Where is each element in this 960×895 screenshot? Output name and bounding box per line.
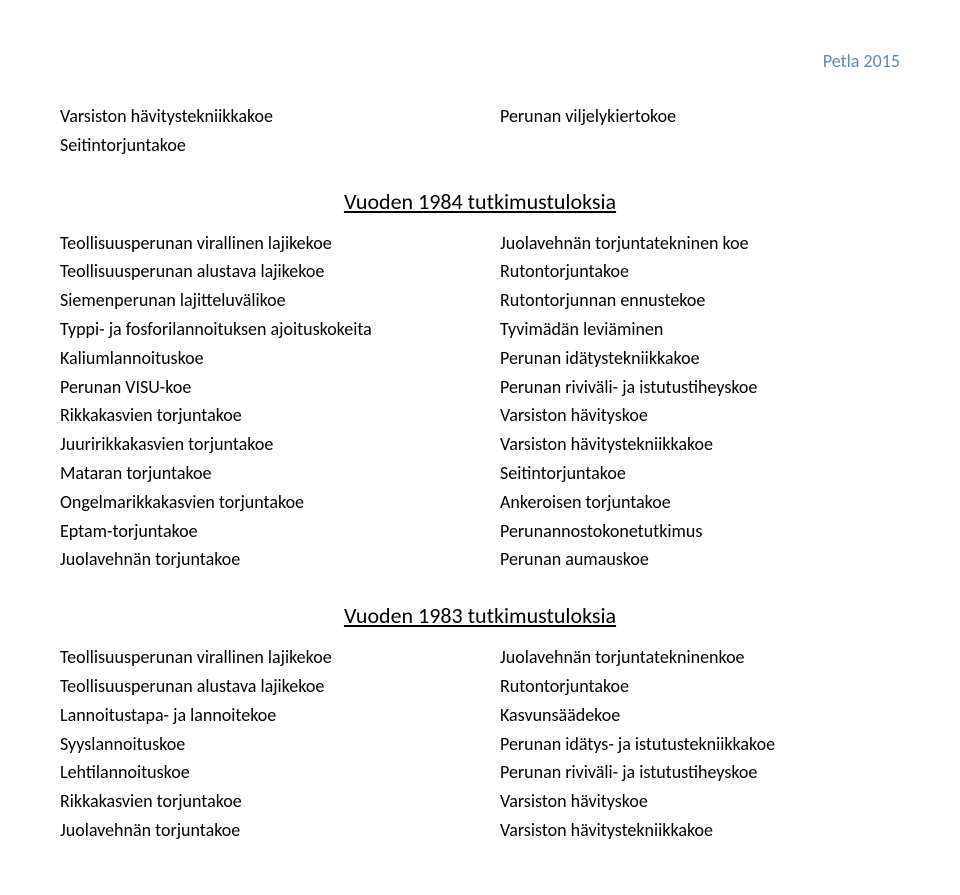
page-header: Petla 2015	[60, 50, 900, 72]
list-item: Lannoitustapa- ja lannoitekoe	[60, 701, 460, 730]
list-item: Perunannostokonetutkimus	[500, 517, 900, 546]
list-item: Seitintorjuntakoe	[500, 459, 900, 488]
list-item: Juolavehnän torjuntatekninen koe	[500, 229, 900, 258]
list-item: Perunan idätystekniikkakoe	[500, 344, 900, 373]
list-item: Perunan viljelykiertokoe	[500, 102, 900, 131]
section-1984-columns: Teollisuusperunan virallinen lajikekoe T…	[60, 229, 900, 575]
list-item: Teollisuusperunan alustava lajikekoe	[60, 257, 460, 286]
list-item: Perunan riviväli- ja istutustiheyskoe	[500, 373, 900, 402]
list-item: Syyslannoituskoe	[60, 730, 460, 759]
list-item: Tyvimädän leviäminen	[500, 315, 900, 344]
section-1983-left: Teollisuusperunan virallinen lajikekoe T…	[60, 643, 460, 845]
top-left-col: Varsiston hävitystekniikkakoe Seitintorj…	[60, 102, 460, 160]
list-item: Juolavehnän torjuntatekninenkoe	[500, 643, 900, 672]
section-1983-columns: Teollisuusperunan virallinen lajikekoe T…	[60, 643, 900, 845]
list-item: Perunan riviväli- ja istutustiheyskoe	[500, 758, 900, 787]
list-item: Teollisuusperunan virallinen lajikekoe	[60, 643, 460, 672]
section-title-1984: Vuoden 1984 tutkimustuloksia	[60, 188, 900, 215]
list-item: Rikkakasvien torjuntakoe	[60, 787, 460, 816]
list-item: Varsiston hävitystekniikkakoe	[500, 816, 900, 845]
list-item: Typpi- ja fosforilannoituksen ajoituskok…	[60, 315, 460, 344]
list-item: Perunan VISU-koe	[60, 373, 460, 402]
list-item: Rikkakasvien torjuntakoe	[60, 401, 460, 430]
section-1984-left: Teollisuusperunan virallinen lajikekoe T…	[60, 229, 460, 575]
list-item: Kaliumlannoituskoe	[60, 344, 460, 373]
section-1984-right: Juolavehnän torjuntatekninen koe Rutonto…	[500, 229, 900, 575]
list-item: Perunan aumauskoe	[500, 545, 900, 574]
list-item: Teollisuusperunan alustava lajikekoe	[60, 672, 460, 701]
list-item: Varsiston hävityskoe	[500, 401, 900, 430]
top-block: Varsiston hävitystekniikkakoe Seitintorj…	[60, 102, 900, 160]
list-item: Eptam-torjuntakoe	[60, 517, 460, 546]
list-item: Perunan idätys- ja istutustekniikkakoe	[500, 730, 900, 759]
list-item: Mataran torjuntakoe	[60, 459, 460, 488]
section-1983-right: Juolavehnän torjuntatekninenkoe Rutontor…	[500, 643, 900, 845]
list-item: Siemenperunan lajitteluvälikoe	[60, 286, 460, 315]
list-item: Rutontorjuntakoe	[500, 257, 900, 286]
list-item: Juolavehnän torjuntakoe	[60, 816, 460, 845]
list-item: Varsiston hävityskoe	[500, 787, 900, 816]
list-item: Ankeroisen torjuntakoe	[500, 488, 900, 517]
list-item: Kasvunsäädekoe	[500, 701, 900, 730]
list-item: Rutontorjunnan ennustekoe	[500, 286, 900, 315]
section-title-1983: Vuoden 1983 tutkimustuloksia	[60, 602, 900, 629]
list-item: Ongelmarikkakasvien torjuntakoe	[60, 488, 460, 517]
list-item: Varsiston hävitystekniikkakoe	[500, 430, 900, 459]
top-right-col: Perunan viljelykiertokoe	[500, 102, 900, 160]
list-item: Seitintorjuntakoe	[60, 131, 460, 160]
list-item: Teollisuusperunan virallinen lajikekoe	[60, 229, 460, 258]
list-item: Juolavehnän torjuntakoe	[60, 545, 460, 574]
list-item: Lehtilannoituskoe	[60, 758, 460, 787]
list-item: Juuririkkakasvien torjuntakoe	[60, 430, 460, 459]
list-item: Varsiston hävitystekniikkakoe	[60, 102, 460, 131]
list-item: Rutontorjuntakoe	[500, 672, 900, 701]
